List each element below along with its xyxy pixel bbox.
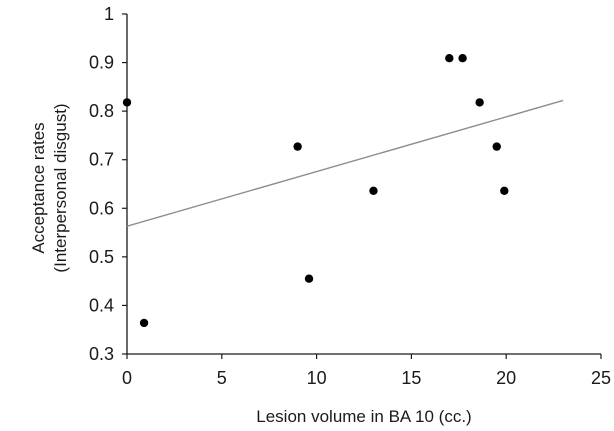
x-tick-label: 25 [591, 368, 611, 388]
y-axis-title-line-1: Acceptance rates [29, 122, 48, 253]
y-tick-label: 0.4 [89, 295, 114, 315]
data-point [293, 142, 302, 151]
y-tick-label: 1 [104, 4, 114, 24]
x-tick-label: 10 [307, 368, 327, 388]
y-tick-label: 0.5 [89, 247, 114, 267]
y-tick-label: 0.3 [89, 344, 114, 364]
y-axis-title: Acceptance rates (Interpersonal disgust) [29, 103, 70, 272]
axes [122, 13, 602, 359]
data-point [139, 318, 149, 328]
y-tick-label: 0.7 [89, 150, 114, 170]
x-tick-label: 20 [496, 368, 516, 388]
trendline-layer [126, 99, 564, 227]
trendline [126, 99, 564, 227]
x-tick-label: 5 [217, 368, 227, 388]
y-tick-label: 0.6 [89, 198, 114, 218]
data-point [445, 54, 454, 63]
y-tick-label: 0.8 [89, 101, 114, 121]
data-points [122, 54, 509, 328]
y-tick-label: 0.9 [89, 53, 114, 73]
data-point [369, 186, 378, 195]
data-point [304, 274, 314, 283]
x-tick-label: 15 [401, 368, 421, 388]
tick-labels: 0.30.40.50.60.70.80.910 5 10 15 20 25 [89, 4, 611, 388]
data-point [500, 186, 509, 195]
x-tick-label: 0 [122, 368, 132, 388]
data-point [492, 142, 501, 151]
data-point [122, 98, 132, 107]
x-axis-title: Lesion volume in BA 10 (cc.) [256, 407, 471, 426]
data-point [458, 54, 467, 63]
data-point [475, 98, 484, 107]
y-axis-title-line-2: (Interpersonal disgust) [51, 103, 70, 272]
